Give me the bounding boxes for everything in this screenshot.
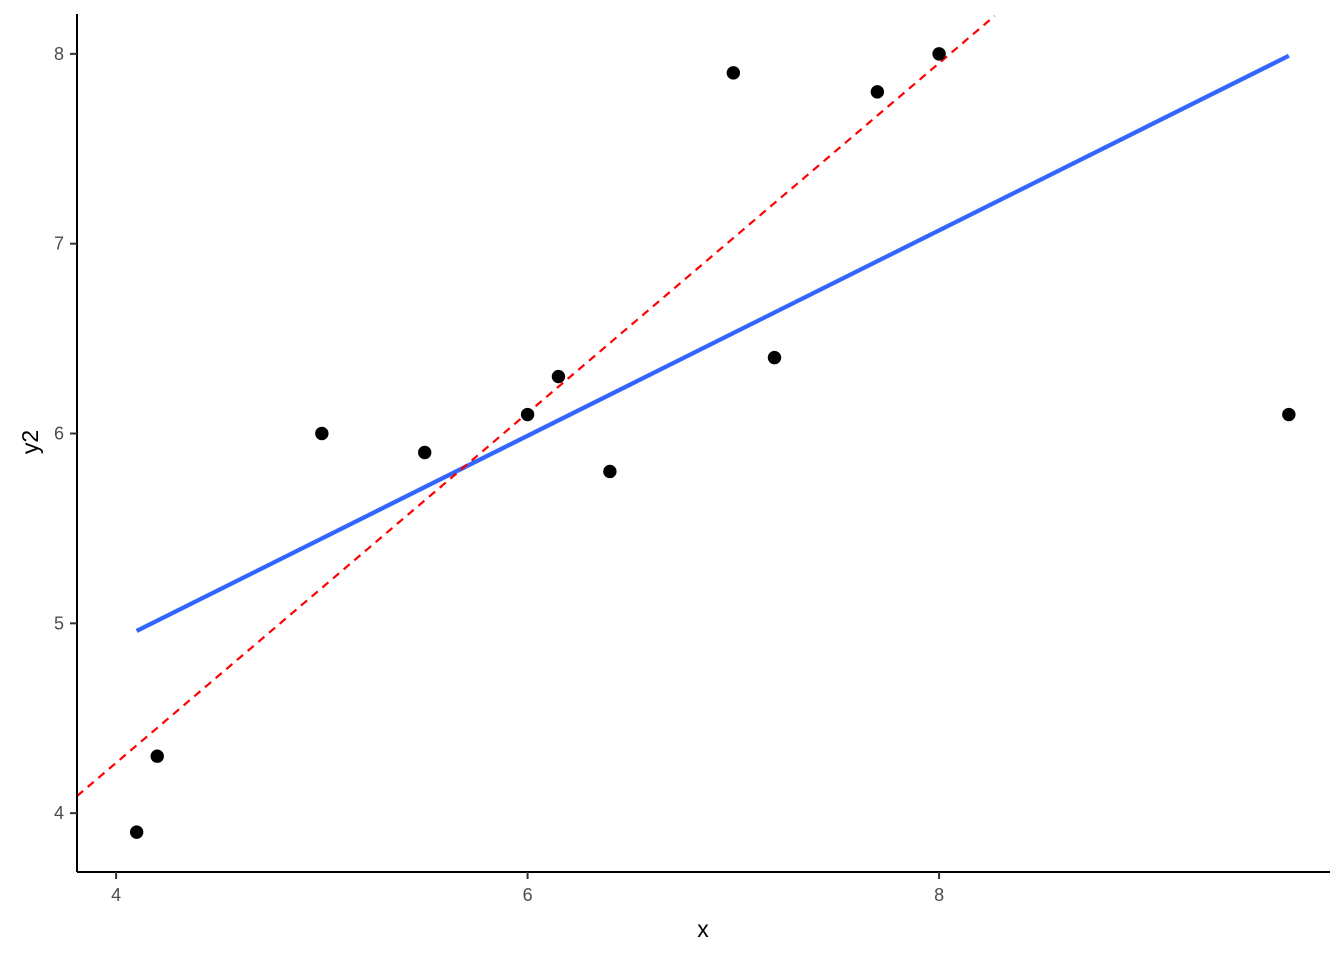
y-tick-label: 7 <box>54 234 64 254</box>
x-tick-label: 8 <box>934 885 944 905</box>
x-tick-label: 4 <box>111 885 121 905</box>
ticks-layer: 4 6 8 4 5 6 7 8 <box>54 44 944 905</box>
data-point <box>726 66 741 80</box>
reference-line <box>77 15 996 797</box>
data-point <box>870 85 885 99</box>
y-tick-label: 4 <box>54 803 64 823</box>
points-layer <box>129 47 1296 839</box>
data-point <box>1282 407 1296 422</box>
y-axis-title: y2 <box>17 430 43 454</box>
data-point <box>418 445 432 460</box>
y-tick-label: 8 <box>54 44 64 64</box>
y-tick-label: 6 <box>54 424 64 444</box>
plot-area <box>77 15 1296 839</box>
data-point <box>129 825 144 839</box>
axes-layer <box>76 14 1330 873</box>
x-tick-label: 6 <box>523 885 533 905</box>
x-axis-title: x <box>697 916 709 942</box>
data-point <box>932 47 946 61</box>
data-point <box>150 749 164 763</box>
data-point <box>551 369 566 384</box>
lines-layer <box>77 15 1290 797</box>
data-point <box>520 407 535 422</box>
y-tick-label: 5 <box>54 613 64 633</box>
data-point <box>315 426 329 441</box>
regression-line <box>135 53 1290 633</box>
data-point <box>767 350 782 365</box>
data-point <box>603 464 617 479</box>
